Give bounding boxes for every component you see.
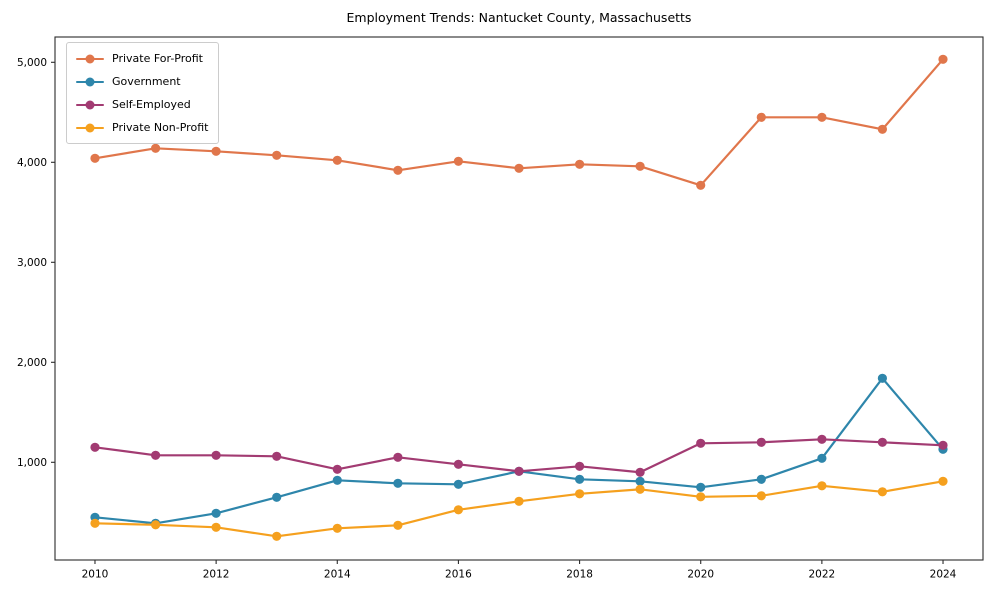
series-line-private-non-profit	[93, 480, 945, 538]
x-tick-label: 2022	[809, 569, 836, 581]
data-point-self-employed	[514, 466, 524, 476]
data-point-private-for-profit	[696, 180, 706, 190]
y-tick-label: 1,000	[17, 457, 47, 469]
data-point-private-for-profit	[635, 161, 645, 171]
legend-label: Self-Employed	[112, 98, 191, 111]
plot-spines	[54, 36, 984, 561]
legend-item-self-employed: Self-Employed	[76, 96, 208, 113]
x-tick-label: 2016	[445, 569, 472, 581]
x-tick-label: 2020	[687, 569, 714, 581]
legend-label: Private For-Profit	[112, 52, 203, 65]
y-tick-label: 3,000	[17, 257, 47, 269]
data-point-private-non-profit	[90, 518, 100, 528]
data-point-government	[575, 474, 585, 484]
data-point-private-for-profit	[211, 146, 221, 156]
data-point-government	[696, 482, 706, 492]
data-point-private-non-profit	[211, 522, 221, 532]
legend-item-private-for-profit: Private For-Profit	[76, 50, 208, 67]
data-point-private-non-profit	[272, 531, 282, 541]
data-point-private-for-profit	[817, 112, 827, 122]
x-tick-label: 2012	[203, 569, 230, 581]
data-point-self-employed	[938, 440, 948, 450]
data-point-private-non-profit	[575, 489, 585, 499]
legend-label: Private Non-Profit	[112, 121, 209, 134]
data-point-government	[211, 508, 221, 518]
data-point-private-non-profit	[877, 487, 888, 497]
data-point-government	[453, 479, 463, 489]
data-point-self-employed	[211, 450, 221, 460]
data-point-self-employed	[393, 452, 403, 462]
chart-title: Employment Trends: Nantucket County, Mas…	[346, 10, 692, 25]
data-point-private-for-profit	[272, 150, 282, 160]
legend-label: Government	[112, 75, 181, 88]
data-point-private-for-profit	[453, 156, 463, 166]
data-point-private-for-profit	[332, 155, 342, 165]
data-point-private-non-profit	[817, 481, 827, 491]
legend-line-marker-icon	[76, 99, 104, 111]
legend: Private For-Profit Government Self-Employe…	[66, 42, 220, 144]
data-point-private-non-profit	[938, 476, 948, 486]
data-point-government	[272, 492, 282, 502]
data-point-government	[393, 478, 403, 488]
data-point-self-employed	[151, 450, 161, 460]
data-point-private-non-profit	[756, 491, 766, 501]
data-point-private-for-profit	[938, 54, 948, 64]
data-point-self-employed	[877, 437, 888, 447]
y-tick-label: 2,000	[17, 357, 47, 369]
data-point-private-for-profit	[393, 165, 403, 175]
data-point-self-employed	[756, 437, 766, 447]
data-point-private-for-profit	[151, 143, 161, 153]
data-point-self-employed	[272, 451, 282, 461]
data-point-self-employed	[332, 464, 342, 474]
legend-item-private-non-profit: Private Non-Profit	[76, 119, 208, 136]
legend-line-marker-icon	[76, 53, 104, 65]
y-tick-label: 5,000	[17, 57, 47, 69]
data-point-private-non-profit	[151, 520, 161, 530]
data-point-private-for-profit	[575, 159, 585, 169]
data-point-private-for-profit	[877, 124, 888, 134]
data-point-private-for-profit	[514, 163, 524, 173]
data-point-private-non-profit	[635, 484, 645, 494]
data-point-government	[877, 373, 888, 383]
data-point-private-non-profit	[332, 523, 342, 533]
data-point-self-employed	[453, 459, 463, 469]
data-point-self-employed	[817, 434, 827, 444]
x-tick-label: 2014	[324, 569, 351, 581]
data-point-private-non-profit	[453, 505, 463, 515]
legend-line-marker-icon	[76, 76, 104, 88]
x-tick-label: 2018	[566, 569, 593, 581]
data-point-government	[635, 476, 645, 486]
legend-item-government: Government	[76, 73, 208, 90]
data-point-government	[332, 475, 342, 485]
data-point-self-employed	[90, 442, 100, 452]
legend-line-marker-icon	[76, 122, 104, 134]
data-point-government	[817, 453, 827, 463]
data-point-private-non-profit	[514, 496, 524, 506]
data-point-government	[756, 474, 766, 484]
data-point-private-non-profit	[393, 520, 403, 530]
data-point-self-employed	[575, 461, 585, 471]
x-tick-label: 2024	[930, 569, 957, 581]
x-tick-label: 2010	[82, 569, 109, 581]
data-point-self-employed	[696, 438, 706, 448]
data-point-private-for-profit	[90, 153, 100, 163]
data-point-self-employed	[635, 467, 645, 477]
y-tick-label: 4,000	[17, 157, 47, 169]
data-point-private-for-profit	[756, 112, 766, 122]
data-point-private-non-profit	[696, 492, 706, 502]
